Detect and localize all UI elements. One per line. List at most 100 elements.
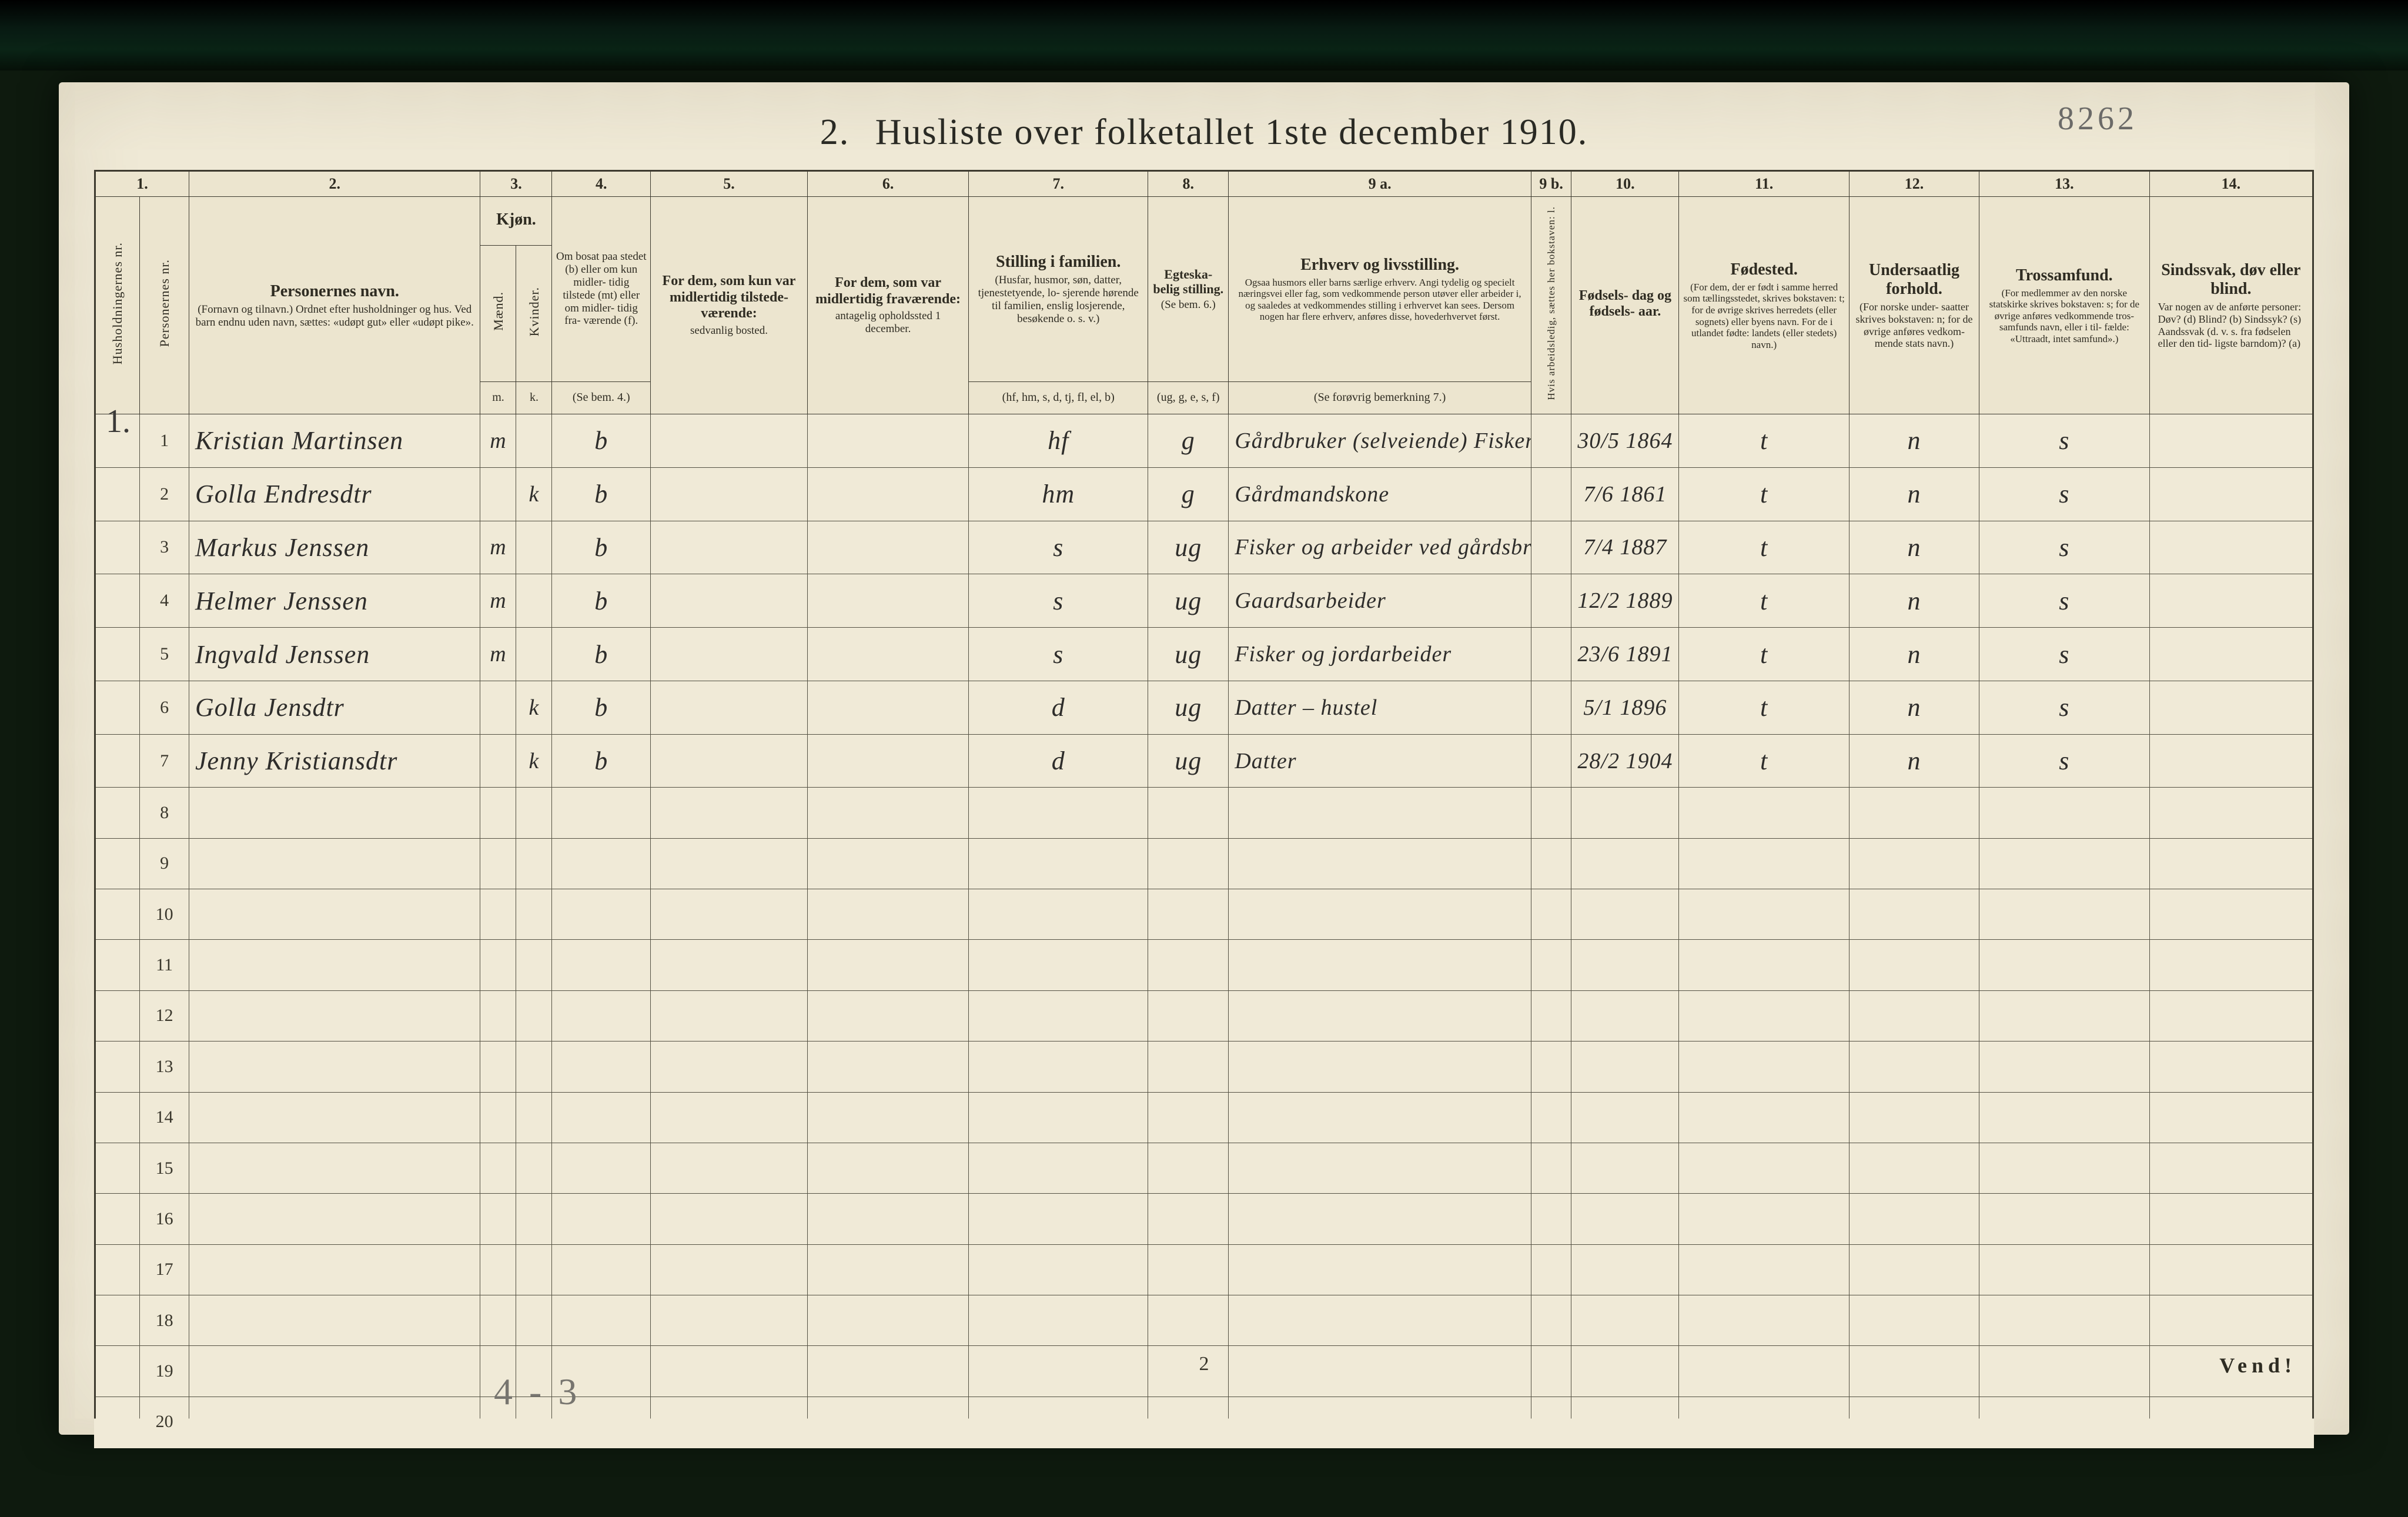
cell-empty <box>189 1194 480 1244</box>
cell-empty <box>480 889 516 940</box>
cell-residence: b <box>552 467 651 521</box>
cell-empty <box>552 1194 651 1244</box>
cell-marital: ug <box>1148 574 1229 628</box>
cell-empty <box>189 1244 480 1295</box>
cell-birth: 5/1 1896 <box>1571 681 1679 734</box>
hdr-col11: Fødested. (For dem, der er født i samme … <box>1679 196 1850 414</box>
cell-household <box>95 467 140 521</box>
cell-residence: b <box>552 414 651 468</box>
cell-empty <box>651 788 808 838</box>
cell-col5 <box>651 521 808 574</box>
cell-person-no: 1 <box>140 414 189 468</box>
cell-col6 <box>807 414 968 468</box>
page-title: 2. Husliste over folketallet 1ste decemb… <box>94 112 2314 153</box>
table-row-blank: 12 <box>95 990 2313 1041</box>
cell-person-no: 2 <box>140 467 189 521</box>
cell-empty <box>1679 1143 1850 1193</box>
cell-empty <box>1531 990 1571 1041</box>
cell-empty <box>1849 1397 1979 1448</box>
cell-religion: s <box>1979 734 2150 788</box>
cell-empty <box>480 1092 516 1143</box>
cell-name: Jenny Kristiansdtr <box>189 734 480 788</box>
cell-empty <box>2149 1143 2313 1193</box>
cell-empty <box>1571 940 1679 990</box>
cell-person-no: 8 <box>140 788 189 838</box>
cell-empty <box>807 889 968 940</box>
cell-household <box>95 940 140 990</box>
table-row-blank: 11 <box>95 940 2313 990</box>
cell-person-no: 14 <box>140 1092 189 1143</box>
cell-person-no: 3 <box>140 521 189 574</box>
cell-empty <box>189 788 480 838</box>
cell-empty <box>1229 1194 1531 1244</box>
cell-family-pos: s <box>969 574 1148 628</box>
cell-empty <box>516 1092 552 1143</box>
cell-household <box>95 838 140 889</box>
cell-empty <box>1531 838 1571 889</box>
table-row-blank: 14 <box>95 1092 2313 1143</box>
cell-empty <box>1679 990 1850 1041</box>
cell-marital: g <box>1148 414 1229 468</box>
cell-empty <box>480 838 516 889</box>
cell-empty <box>1849 788 1979 838</box>
cell-religion: s <box>1979 467 2150 521</box>
cell-empty <box>969 1042 1148 1092</box>
cell-col5 <box>651 734 808 788</box>
cell-empty <box>2149 1397 2313 1448</box>
cell-empty <box>651 1397 808 1448</box>
cell-9b <box>1531 414 1571 468</box>
colnum-11: 11. <box>1679 171 1850 197</box>
cell-empty <box>969 1092 1148 1143</box>
cell-empty <box>1531 1397 1571 1448</box>
cell-empty <box>1531 1143 1571 1193</box>
cell-disability <box>2149 521 2313 574</box>
cell-religion: s <box>1979 414 2150 468</box>
cell-empty <box>651 1194 808 1244</box>
cell-empty <box>2149 1194 2313 1244</box>
cell-person-no: 6 <box>140 681 189 734</box>
cell-empty <box>1531 1244 1571 1295</box>
cell-empty <box>516 1244 552 1295</box>
cell-birth: 23/6 1891 <box>1571 628 1679 681</box>
table-row: 5Ingvald JenssenmbsugFisker og jordarbei… <box>95 628 2313 681</box>
colnum-9a: 9 a. <box>1229 171 1531 197</box>
cell-household <box>95 1092 140 1143</box>
colnum-3: 3. <box>480 171 552 197</box>
cell-sex-m <box>480 734 516 788</box>
cell-empty <box>1849 1092 1979 1143</box>
cell-person-no: 10 <box>140 889 189 940</box>
cell-empty <box>1979 990 2150 1041</box>
cell-empty <box>552 1042 651 1092</box>
cell-empty <box>651 1042 808 1092</box>
colnum-10: 10. <box>1571 171 1679 197</box>
hdr-name: Personernes navn. (Fornavn og tilnavn.) … <box>189 196 480 414</box>
hdr-foot-4: (Se bem. 4.) <box>552 381 651 414</box>
cell-empty <box>2149 889 2313 940</box>
cell-nationality: n <box>1849 734 1979 788</box>
cell-marital: ug <box>1148 681 1229 734</box>
cell-empty <box>516 1194 552 1244</box>
top-right-pencil-annotation: 8262 <box>2058 100 2138 138</box>
cell-empty <box>651 1295 808 1345</box>
cell-empty <box>969 1295 1148 1345</box>
cell-sex-m: m <box>480 414 516 468</box>
colnum-6: 6. <box>807 171 968 197</box>
cell-empty <box>1148 1295 1229 1345</box>
cell-birthplace: t <box>1679 467 1850 521</box>
cell-empty <box>1148 990 1229 1041</box>
cell-sex-k: k <box>516 467 552 521</box>
cell-household <box>95 1244 140 1295</box>
cell-empty <box>516 788 552 838</box>
cell-household <box>95 628 140 681</box>
cell-empty <box>1148 1042 1229 1092</box>
colnum-5: 5. <box>651 171 808 197</box>
cell-empty <box>969 1397 1148 1448</box>
cell-household <box>95 1143 140 1193</box>
colnum-14: 14. <box>2149 171 2313 197</box>
hdr-col5: For dem, som kun var midlertidig tilsted… <box>651 196 808 414</box>
cell-empty <box>480 1042 516 1092</box>
cell-nationality: n <box>1849 574 1979 628</box>
cell-empty <box>1679 940 1850 990</box>
cell-empty <box>1531 1092 1571 1143</box>
cell-col6 <box>807 681 968 734</box>
